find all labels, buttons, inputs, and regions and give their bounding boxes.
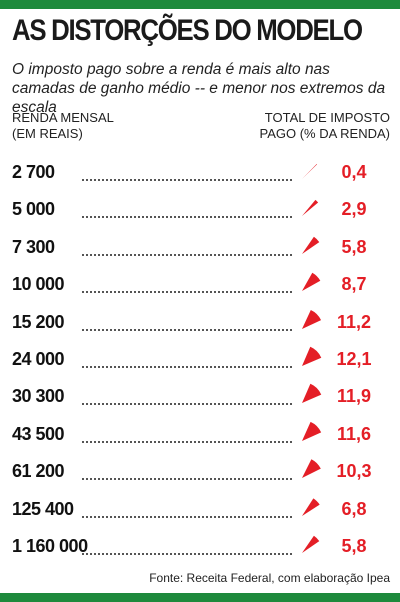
dotted-leader [82, 216, 292, 219]
top-accent-bar [0, 0, 400, 9]
tax-percentage-label: 0,4 [341, 162, 367, 182]
tax-wedge [302, 309, 322, 329]
income-label: 5 000 [12, 199, 55, 220]
dotted-leader [82, 291, 292, 294]
income-header-line2: (EM REAIS) [12, 126, 83, 141]
income-label: 15 200 [12, 311, 65, 332]
dotted-leader [82, 553, 292, 555]
dotted-leader [82, 478, 292, 481]
income-column-header: RENDA MENSAL (EM REAIS) [12, 110, 172, 142]
tax-wedge [302, 346, 322, 366]
tax-wedge-mark [302, 497, 320, 516]
dotted-leader [82, 328, 292, 331]
tax-wedge [302, 497, 320, 516]
income-label: 125 400 [12, 498, 74, 519]
tax-wedge-mark [302, 535, 320, 553]
dotted-leader [82, 253, 292, 256]
income-label: 43 500 [12, 423, 65, 444]
dotted-leader [82, 515, 292, 518]
tax-percentage-label: 11,2 [336, 311, 372, 332]
dotted-leader [82, 403, 292, 406]
tax-percentage-label: 2,9 [341, 199, 367, 220]
dotted-leader [82, 366, 292, 368]
income-label: 24 000 [12, 349, 65, 369]
tax-wedge [302, 272, 321, 292]
tax-wedge-mark [302, 200, 319, 217]
tax-wedge [302, 163, 318, 179]
tax-wedge [302, 200, 319, 217]
income-label: 30 300 [12, 386, 65, 407]
tax-wedge-mark [302, 309, 322, 329]
tax-percentage-label: 5,8 [341, 236, 367, 257]
tax-header-line1: TOTAL DE IMPOSTO [264, 110, 390, 125]
income-label: 7 300 [12, 236, 55, 257]
chart-title: AS DISTORÇÕES DO MODELO [12, 14, 363, 47]
income-label: 1 160 000 [12, 536, 88, 556]
tax-wedge [302, 535, 320, 553]
tax-wedge-mark [302, 346, 322, 366]
source-note: Fonte: Receita Federal, com elaboração I… [149, 571, 390, 585]
tax-wedge [302, 459, 321, 479]
tax-percentage-label: 8,7 [341, 274, 367, 295]
dotted-leader [82, 179, 292, 181]
income-label: 61 200 [12, 461, 65, 482]
tax-percentage-label: 6,8 [341, 498, 367, 519]
tax-percentage-label: 11,6 [336, 423, 372, 444]
tax-percentage-label: 12,1 [336, 349, 372, 369]
tax-header-line2: PAGO (% DA RENDA) [259, 126, 390, 141]
tax-wedge [302, 421, 322, 441]
tax-percentage-label: 11,9 [336, 386, 372, 407]
tax-wedge-mark [302, 459, 321, 479]
tax-percentage-label: 10,3 [336, 461, 372, 482]
income-label: 2 700 [12, 162, 55, 182]
tax-wedge-mark [302, 421, 322, 441]
tax-wedge-mark [302, 163, 318, 179]
dotted-leader [82, 440, 292, 443]
tax-wedge-mark [302, 384, 322, 404]
tax-wedge [302, 384, 322, 404]
tax-wedge-mark [302, 272, 321, 292]
tax-column-header: TOTAL DE IMPOSTO PAGO (% DA RENDA) [230, 110, 390, 142]
bottom-accent-bar [0, 593, 400, 602]
income-header-line1: RENDA MENSAL [12, 110, 114, 125]
tax-wedge-mark [302, 236, 320, 254]
tax-wedge [302, 236, 320, 254]
chart-subtitle: O imposto pago sobre a renda é mais alto… [12, 61, 386, 116]
income-label: 10 000 [12, 274, 65, 295]
tax-percentage-label: 5,8 [341, 536, 367, 556]
